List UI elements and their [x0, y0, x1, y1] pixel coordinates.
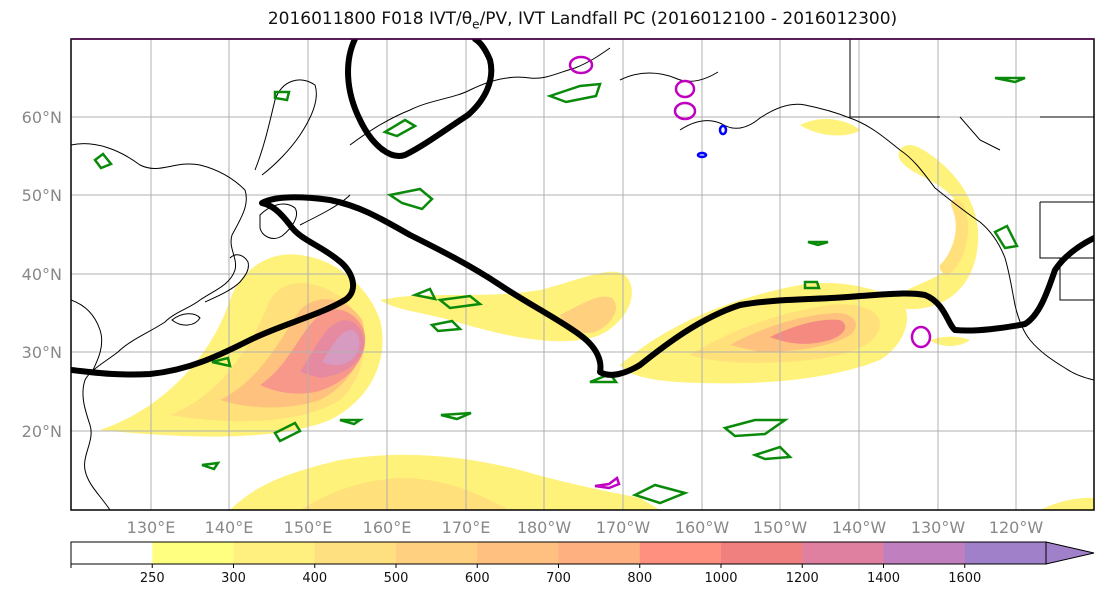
lon-label-130w: 130°W — [911, 518, 966, 537]
ivt-band-south — [230, 454, 1094, 510]
ivt-plume-east — [620, 282, 908, 384]
lon-label-170w: 170°W — [596, 518, 651, 537]
colorbar-extend-arrow — [1045, 541, 1095, 565]
ivt-plume-northeast — [800, 118, 979, 346]
colorbar-segment — [314, 542, 397, 564]
colorbar-segment — [558, 542, 641, 564]
lat-label-50: 50°N — [22, 186, 62, 205]
colorbar-segment — [233, 542, 316, 564]
colorbar-segment — [639, 542, 722, 564]
colorbar-segment — [477, 542, 559, 564]
lon-label-170e: 170°E — [442, 518, 491, 537]
lon-label-160e: 160°E — [363, 518, 412, 537]
lon-label-140e: 140°E — [205, 518, 254, 537]
colorbar-tick-label: 1400 — [867, 571, 900, 586]
lat-label-20: 20°N — [22, 422, 62, 441]
lat-label-40: 40°N — [22, 265, 62, 284]
map-contents — [71, 39, 1094, 510]
colorbar-tick-label: 600 — [465, 571, 490, 586]
blue-contours — [696, 124, 728, 159]
lon-label-150w: 150°W — [753, 518, 808, 537]
colorbar-segment — [883, 542, 966, 564]
colorbar-tick-label: 1200 — [786, 571, 819, 586]
lon-label-140w: 140°W — [832, 518, 887, 537]
lat-label-30: 30°N — [22, 343, 62, 362]
lon-label-160w: 160°W — [675, 518, 730, 537]
colorbar-tick-label: 1600 — [948, 571, 981, 586]
landfall-contour — [71, 39, 1094, 378]
colorbar-tick-label: 250 — [140, 571, 165, 586]
colorbar-tick-label: 1000 — [704, 571, 737, 586]
lat-axis: 60°N 50°N 40°N 30°N 20°N — [22, 108, 62, 441]
colorbar-segment — [964, 542, 1047, 564]
colorbar-segment — [396, 542, 478, 564]
lon-axis: 130°E 140°E 150°E 160°E 170°E 180°W 170°… — [127, 518, 1044, 537]
colorbar-tick-label: 400 — [302, 571, 327, 586]
coastlines — [71, 39, 1094, 510]
colorbar-segment — [71, 542, 153, 564]
lon-label-150e: 150°E — [284, 518, 333, 537]
lon-label-120w: 120°W — [989, 518, 1044, 537]
theta-contours — [568, 55, 932, 490]
colorbar-tick-label: 800 — [627, 571, 652, 586]
pv-contours — [93, 76, 1026, 505]
colorbar-segment — [152, 542, 234, 564]
lon-label-180w: 180°W — [517, 518, 572, 537]
chart-title: 2016011800 F018 IVT/θe/PV, IVT Landfall … — [267, 9, 898, 32]
lon-label-130e: 130°E — [127, 518, 176, 537]
colorbar-segments — [71, 542, 1047, 564]
lat-label-60: 60°N — [22, 108, 62, 127]
colorbar-segment — [721, 542, 803, 564]
colorbar-segment — [802, 542, 884, 564]
colorbar-tick-label: 700 — [546, 571, 571, 586]
colorbar-ticks: 250 300 400 500 600 700 800 1000 1200 1400 1600 — [70, 564, 981, 586]
colorbar-tick-label: 300 — [221, 571, 246, 586]
colorbar-tick-label: 500 — [384, 571, 409, 586]
colorbar: 250 300 400 500 600 700 800 1000 1200 1400 1600 — [70, 541, 1095, 586]
